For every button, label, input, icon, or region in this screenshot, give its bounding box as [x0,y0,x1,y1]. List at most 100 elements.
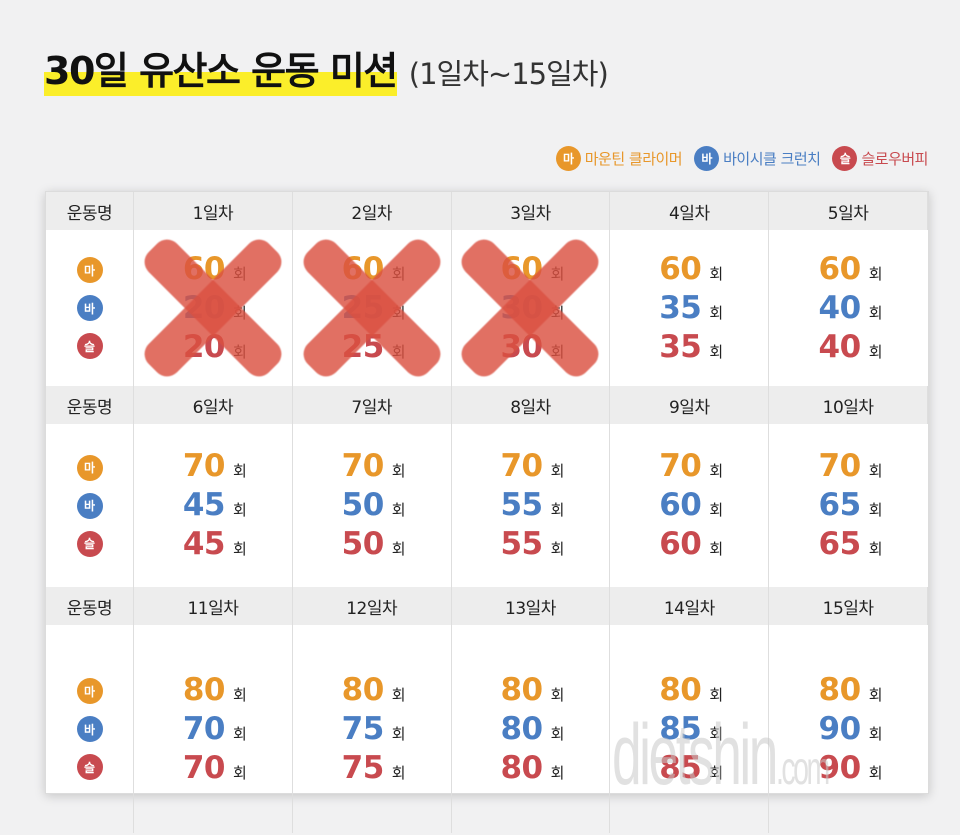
legend-item-bicycle-crunch: 바 바이시클 크런치 [694,146,821,171]
unit-label: 회 [868,462,883,480]
bicycle-crunch-badge-icon: 바 [76,295,103,321]
day-header: 12일차 [292,587,452,625]
mountain-climber-count-row: 80 회 [338,671,406,710]
unit-label: 회 [709,342,724,361]
table-block: 운동명 1일차 2일차 3일차 4일차 5일차 마 바 슬 60 회 20 회 20 회 60 회 25 회 25 회 6… [46,192,928,386]
day-header: 6일차 [134,386,293,424]
bicycle-crunch-count: 75 [341,710,385,747]
day-header: 2일차 [292,192,452,230]
unit-label: 회 [550,501,565,519]
unit-label: 회 [391,462,406,480]
bicycle-crunch-badge-icon: 바 [694,146,720,171]
mountain-climber-count: 80 [182,671,226,708]
unit-label: 회 [391,540,406,558]
slow-burpee-count: 85 [659,749,702,786]
unit-label: 회 [391,342,406,361]
unit-label: 회 [232,724,247,743]
mountain-climber-count-row: 80 회 [655,671,723,710]
title-highlight [44,72,397,96]
unit-label: 회 [868,685,883,704]
day-cell: 60 회 35 회 35 회 [610,230,770,386]
day-cell: 70 회 45 회 45 회 [134,424,293,587]
unit-label: 회 [232,342,247,361]
bicycle-crunch-count-row: 50 회 [338,486,406,525]
unit-label: 회 [232,540,247,558]
legend-item-slow-burpee: 슬 슬로우버피 [832,146,928,171]
mountain-climber-count: 70 [182,448,226,484]
unit-label: 회 [232,763,247,782]
table-block: 운동명 11일차 12일차 13일차 14일차 15일차 마 바 슬 80 회 70 회 70 회 80 회 75… [46,587,928,833]
unit-label: 회 [709,540,724,558]
slow-burpee-count-row: 45 회 [179,525,247,564]
unit-label: 회 [550,685,565,704]
slow-burpee-badge-icon: 슬 [76,530,103,557]
slow-burpee-count-row: 35 회 [655,328,723,367]
bicycle-crunch-count: 65 [818,487,862,523]
slow-burpee-count: 55 [500,526,543,562]
unit-label: 회 [868,724,883,743]
day-header: 10일차 [769,386,928,424]
bicycle-crunch-count: 80 [500,710,543,747]
day-cell: 80 회 85 회 85 회 [610,625,770,833]
mountain-climber-count: 60 [818,250,862,287]
unit-label: 회 [709,763,724,782]
day-cell: 70 회 55 회 55 회 [452,424,611,587]
bicycle-crunch-count: 70 [182,710,226,747]
day-cell: 70 회 60 회 60 회 [610,424,770,587]
unit-label: 회 [709,264,724,283]
bicycle-crunch-count: 90 [818,710,862,747]
row-label-header: 운동명 [46,192,134,230]
slow-burpee-count: 70 [182,749,226,786]
unit-label: 회 [709,501,724,519]
unit-label: 회 [391,763,406,782]
day-header: 1일차 [134,192,293,230]
title-area: 30일 유산소 운동 미션 (1일차~15일차) [44,46,609,99]
unit-label: 회 [709,724,724,743]
slow-burpee-count: 30 [500,328,543,365]
slow-burpee-count-row: 65 회 [815,525,883,564]
slow-burpee-count-row: 85 회 [655,749,723,788]
unit-label: 회 [868,342,883,361]
slow-burpee-count: 25 [341,328,385,365]
mountain-climber-badge-icon: 마 [76,257,103,283]
day-header: 4일차 [610,192,770,230]
bicycle-crunch-count-row: 60 회 [655,486,723,525]
slow-burpee-badge-icon: 슬 [832,146,858,171]
mountain-climber-count-row: 70 회 [815,447,883,486]
slow-burpee-badge-icon: 슬 [76,754,103,780]
mountain-climber-count: 80 [341,671,385,708]
day-header: 13일차 [451,587,611,625]
mountain-climber-count: 70 [818,448,862,484]
day-header: 8일차 [451,386,611,424]
watermark-text: dietshin [612,707,778,803]
bicycle-crunch-count-row: 80 회 [497,710,564,749]
unit-label: 회 [868,303,883,322]
unit-label: 회 [550,462,565,480]
slow-burpee-count: 60 [659,526,702,562]
page-title: 30일 유산소 운동 미션 [44,46,398,96]
unit-label: 회 [868,501,883,519]
mountain-climber-count-row: 70 회 [655,447,723,486]
slow-burpee-count-row: 55 회 [497,525,564,564]
unit-label: 회 [232,501,247,519]
mountain-climber-count-row: 60 회 [179,250,247,289]
bicycle-crunch-count-row: 45 회 [179,486,247,525]
day-header: 14일차 [610,587,770,625]
day-cell: 60 회 30 회 30 회 [452,230,611,386]
day-cell: 80 회 90 회 90 회 [769,625,928,833]
bicycle-crunch-count-row: 25 회 [338,289,406,328]
watermark-suffix: .com [775,742,830,794]
slow-burpee-count: 45 [182,526,226,562]
day-header: 5일차 [769,192,928,230]
mission-table: 운동명 1일차 2일차 3일차 4일차 5일차 마 바 슬 60 회 20 회 20 회 60 회 25 회 25 회 6… [45,191,929,833]
legend-item-mountain-climber: 마 마운틴 클라이머 [555,146,683,171]
bicycle-crunch-count: 30 [500,289,543,326]
unit-label: 회 [391,724,406,743]
day-cell: 80 회 80 회 80 회 [452,625,611,833]
mountain-climber-count-row: 80 회 [815,671,883,710]
day-header: 7일차 [292,386,452,424]
slow-burpee-count: 40 [818,328,862,365]
unit-label: 회 [709,303,724,322]
